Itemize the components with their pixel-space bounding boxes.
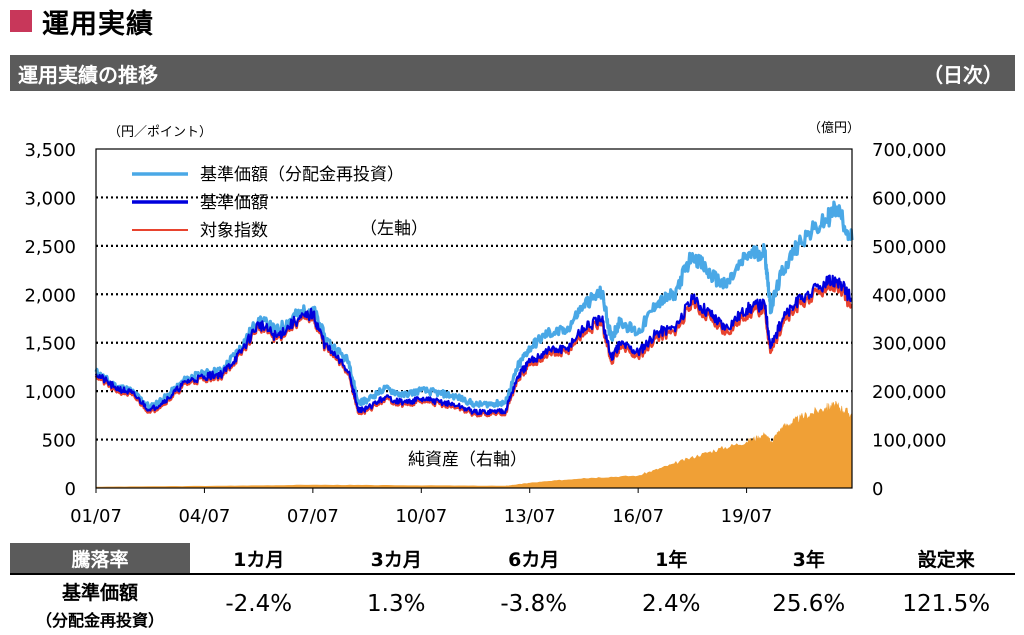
legend-label: 対象指数	[200, 221, 268, 241]
row-label-line2: （分配金再投資）	[35, 610, 164, 630]
left-axis-tick-label: 2,500	[24, 237, 76, 258]
return-value: 1.3%	[367, 591, 426, 617]
x-axis-tick-label: 19/07	[721, 506, 773, 527]
performance-chart: 0 500 1,000 1,500 2,000 2,500 3,000 3,500 0 100,0…	[24, 120, 946, 527]
section-frequency: （日次）	[923, 62, 1003, 87]
left-axis-tick-label: 0	[65, 479, 76, 500]
legend-label: 基準価額（分配金再投資）	[200, 165, 404, 185]
performance-header-label: 騰落率	[10, 543, 190, 573]
performance-header-row: 騰落率 1カ月 3カ月 6カ月 1年 3年 設定来	[10, 543, 1015, 575]
performance-table: 騰落率 1カ月 3カ月 6カ月 1年 3年 設定来 基準価額 （分配金再投資） …	[10, 543, 1015, 633]
x-axis-tick-label: 10/07	[395, 506, 447, 527]
section-header: 運用実績の推移 （日次）	[10, 55, 1015, 91]
return-value: 25.6%	[772, 591, 846, 617]
title-marker-icon	[10, 10, 32, 32]
net-assets-area	[95, 400, 853, 489]
x-axis-tick-label: 07/07	[287, 506, 339, 527]
right-axis-tick-label: 300,000	[872, 334, 946, 355]
legend-axis-note: （左軸）	[360, 219, 428, 239]
legend-label: 基準価額	[200, 193, 268, 213]
net-assets-label: 純資産（右軸）	[408, 450, 527, 470]
right-axis-tick-label: 100,000	[872, 431, 946, 452]
section-title: 運用実績の推移	[18, 62, 158, 87]
period-header: 3カ月	[370, 548, 422, 571]
x-axis-tick-label: 16/07	[612, 506, 664, 527]
right-axis-tick-label: 0	[872, 479, 883, 500]
left-axis-tick-label: 500	[42, 431, 76, 452]
left-axis-tick-label: 2,000	[24, 285, 76, 306]
x-axis-tick-label: 01/07	[70, 506, 122, 527]
return-value: -2.4%	[225, 591, 293, 617]
period-header: 3年	[792, 548, 825, 571]
left-axis-tick-label: 1,500	[24, 334, 76, 355]
return-value: -3.8%	[500, 591, 568, 617]
right-axis-tick-label: 500,000	[872, 237, 946, 258]
left-axis-tick-label: 3,000	[24, 188, 76, 209]
nav-line	[94, 274, 853, 416]
period-header: 1年	[655, 548, 688, 571]
index-line	[94, 279, 853, 418]
performance-row-label: 基準価額 （分配金再投資）	[10, 575, 190, 633]
return-value: 121.5%	[902, 591, 991, 617]
right-axis-unit: （億円）	[808, 120, 860, 136]
right-axis-tick-label: 600,000	[872, 188, 946, 209]
period-header: 1カ月	[233, 548, 285, 571]
left-axis-tick-label: 1,000	[24, 382, 76, 403]
page-title: 運用実績	[42, 8, 154, 40]
period-header: 設定来	[917, 548, 975, 571]
left-axis-unit: （円／ポイント）	[108, 125, 212, 140]
page-header: 運用実績	[10, 4, 154, 40]
x-axis-tick-label: 04/07	[178, 506, 230, 527]
row-label-line1: 基準価額	[61, 581, 138, 604]
reinvested-nav-line	[94, 200, 854, 411]
performance-value-row: 基準価額 （分配金再投資） -2.4% 1.3% -3.8% 2.4% 25.6…	[10, 575, 1015, 633]
right-axis-tick-label: 200,000	[872, 382, 946, 403]
right-axis-tick-label: 400,000	[872, 285, 946, 306]
right-axis-tick-label: 700,000	[872, 140, 946, 161]
return-value: 2.4%	[642, 591, 701, 617]
period-header: 6カ月	[508, 548, 560, 571]
plot-frame	[95, 148, 853, 489]
left-axis-tick-label: 3,500	[24, 140, 76, 161]
x-axis-tick-label: 13/07	[504, 506, 556, 527]
